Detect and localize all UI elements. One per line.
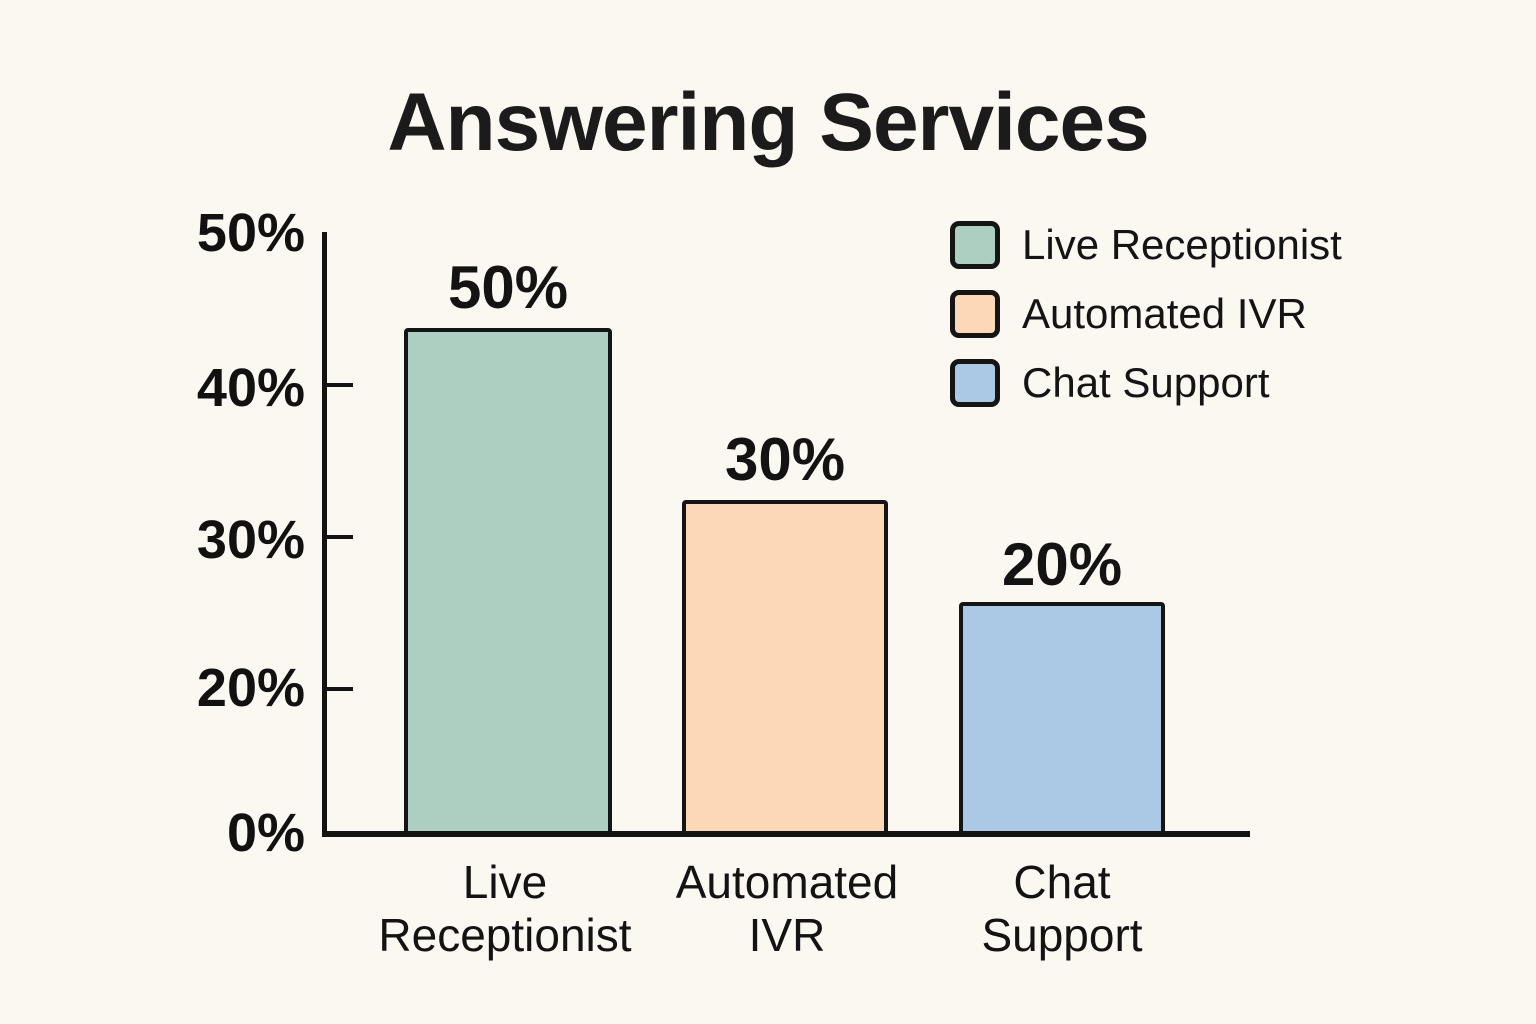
y-tick-mark-30 xyxy=(327,535,353,539)
legend-item-chat-support: Chat Support xyxy=(950,359,1342,407)
x-category-label-line: Live xyxy=(462,856,548,908)
y-tick-label-20: 20% xyxy=(196,658,305,718)
x-category-label-automated-ivr: Automated IVR xyxy=(617,856,957,962)
legend-label-live-receptionist: Live Receptionist xyxy=(1022,221,1342,268)
legend-swatch-live-receptionist xyxy=(950,221,1000,269)
chart-title: Answering Services xyxy=(387,77,1149,168)
y-axis-line xyxy=(322,232,327,836)
y-tick-label-0: 0% xyxy=(226,803,305,863)
x-category-label-line: Automated xyxy=(675,856,899,908)
y-tick-mark-40 xyxy=(327,383,353,387)
x-category-label-line: Support xyxy=(981,909,1143,961)
x-axis-line xyxy=(322,831,1250,837)
bar-live-receptionist xyxy=(404,328,612,835)
y-tick-label-30: 30% xyxy=(196,510,305,570)
legend-label-automated-ivr: Automated IVR xyxy=(1022,290,1307,337)
x-category-label-chat-support: Chat Support xyxy=(892,856,1232,962)
legend: Live Receptionist Automated IVR Chat Sup… xyxy=(950,221,1342,429)
y-tick-label-50: 50% xyxy=(196,203,305,263)
legend-swatch-automated-ivr xyxy=(950,290,1000,338)
legend-item-automated-ivr: Automated IVR xyxy=(950,290,1342,338)
legend-label-chat-support: Chat Support xyxy=(1022,359,1270,406)
bar-value-label-automated-ivr: 30% xyxy=(724,426,846,493)
x-category-label-line: Receptionist xyxy=(378,909,632,961)
bar-automated-ivr xyxy=(682,500,888,835)
x-category-label-line: Chat xyxy=(1013,856,1111,908)
y-tick-label-40: 40% xyxy=(196,358,305,418)
x-category-label-live-receptionist: Live Receptionist xyxy=(335,856,675,962)
legend-item-live-receptionist: Live Receptionist xyxy=(950,221,1342,269)
bar-value-label-live-receptionist: 50% xyxy=(447,254,569,321)
bar-chat-support xyxy=(959,602,1165,835)
x-category-label-line: IVR xyxy=(748,909,826,961)
y-tick-mark-20 xyxy=(327,687,353,691)
legend-swatch-chat-support xyxy=(950,359,1000,407)
bar-value-label-chat-support: 20% xyxy=(1001,531,1123,598)
